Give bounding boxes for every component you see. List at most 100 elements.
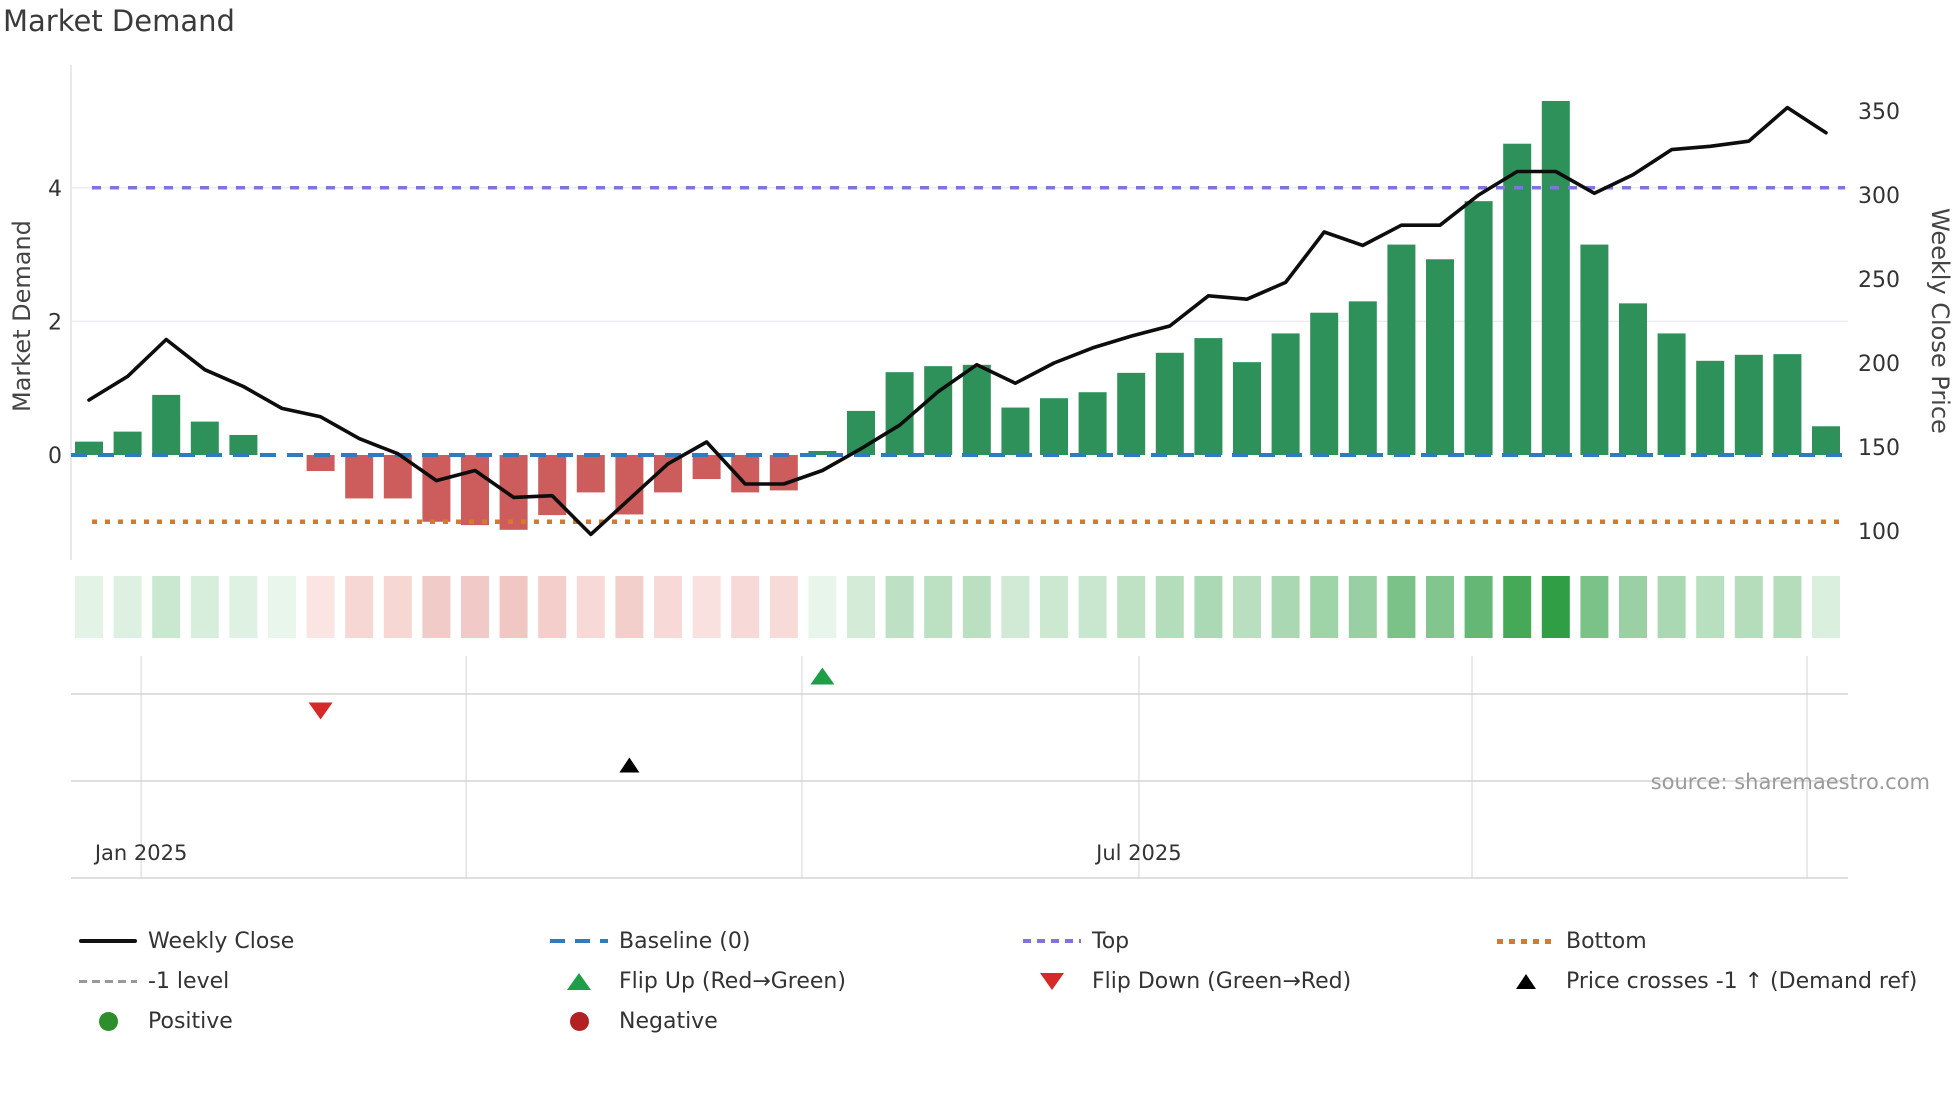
legend-label: Positive (148, 1008, 233, 1034)
demand-bar (152, 394, 181, 455)
demand-heatmap (75, 576, 1840, 638)
demand-bar (1040, 398, 1068, 455)
heatmap-cell (268, 576, 296, 638)
marker-panel (71, 656, 1848, 879)
price-axis-label: Weekly Close Price (1926, 208, 1954, 434)
demand-bar (1078, 392, 1107, 455)
heatmap-cell (1040, 576, 1068, 638)
demand-bar (1194, 338, 1223, 455)
positive-dot-icon (77, 1011, 139, 1031)
heatmap-cell (847, 576, 875, 638)
legend-item-price-cross: Price crosses -1 ↑ (Demand ref) (1495, 961, 1917, 1001)
heatmap-cell (1155, 576, 1184, 638)
demand-bar (1117, 372, 1146, 455)
demand-bar (306, 455, 335, 472)
x-tick-label: Jan 2025 (93, 841, 188, 865)
heatmap-cell (1387, 576, 1416, 638)
heatmap-cell (1734, 576, 1763, 638)
legend-label: Flip Up (Red→Green) (619, 968, 846, 994)
heatmap-cell (422, 576, 451, 638)
heatmap-cell (924, 576, 953, 638)
demand-bar (1503, 143, 1532, 455)
x-tick-label: Jul 2025 (1094, 841, 1181, 865)
demand-bar (1696, 360, 1725, 455)
legend-item-baseline: Baseline (0) (548, 921, 846, 961)
demand-bar (345, 455, 374, 499)
price-tick-label: 150 (1858, 436, 1900, 461)
legend-column-4: Bottom Price crosses -1 ↑ (Demand ref) (1495, 921, 1917, 1001)
heatmap-cell (1773, 576, 1802, 638)
price-cross-triangle-icon (1495, 973, 1557, 989)
legend-label: Negative (619, 1008, 718, 1034)
legend-item-top: Top (1021, 921, 1351, 961)
flip-down-triangle-icon (1021, 972, 1083, 990)
heatmap-cell (1541, 576, 1570, 638)
source-attribution: source: sharemaestro.com (1650, 770, 1930, 794)
minus1-dashed-line-icon (77, 979, 139, 983)
heatmap-cell (1812, 576, 1840, 638)
legend-label: Weekly Close (148, 928, 295, 954)
legend-label: Bottom (1566, 928, 1647, 954)
heatmap-cell (345, 576, 374, 638)
heatmap-cell (692, 576, 721, 638)
heatmap-cell (499, 576, 528, 638)
legend-label: -1 level (148, 968, 230, 994)
flip-down-marker (308, 702, 333, 720)
demand-bar (1233, 362, 1261, 455)
demand-bar (113, 431, 142, 455)
demand-bar (1387, 244, 1416, 455)
price-tick-label: 300 (1858, 184, 1900, 209)
heatmap-cell (113, 576, 142, 638)
demand-bar (190, 421, 219, 455)
heatmap-cell (1619, 576, 1647, 638)
heatmap-cell (1001, 576, 1030, 638)
baseline-dashed-line-icon (548, 939, 610, 943)
legend-item-positive: Positive (77, 1001, 294, 1041)
price-tick-label: 350 (1858, 100, 1900, 125)
heatmap-cell (808, 576, 837, 638)
heatmap-cell (190, 576, 219, 638)
legend-item-bottom: Bottom (1495, 921, 1917, 961)
heatmap-cell (383, 576, 412, 638)
price-tick-label: 250 (1858, 268, 1900, 293)
legend-column-2: Baseline (0) Flip Up (Red→Green) Negativ… (548, 921, 846, 1041)
heatmap-cell (1426, 576, 1454, 638)
legend-item-weekly-close: Weekly Close (77, 921, 294, 961)
heatmap-cell (1657, 576, 1686, 638)
demand-bar (808, 450, 837, 455)
heatmap-cell (1580, 576, 1609, 638)
bottom-dotted-line-icon (1495, 938, 1557, 944)
demand-bar (1001, 407, 1030, 455)
demand-axis-label: Market Demand (8, 220, 36, 412)
demand-bar (1271, 333, 1300, 455)
legend-item-minus1-level: -1 level (77, 961, 294, 1001)
weekly-close-line-icon (77, 939, 139, 943)
page-title: Market Demand (3, 4, 235, 38)
legend-label: Price crosses -1 ↑ (Demand ref) (1566, 968, 1918, 994)
heatmap-cell (731, 576, 760, 638)
demand-bar (692, 455, 721, 480)
heatmap-cell (1348, 576, 1377, 638)
flip-up-triangle-icon (548, 972, 610, 990)
heatmap-cell (1233, 576, 1261, 638)
demand-bar (1619, 303, 1647, 455)
heatmap-cell (615, 576, 644, 638)
demand-bar (1773, 354, 1802, 455)
heatmap-cell (1078, 576, 1107, 638)
demand-bar (1310, 312, 1339, 455)
heatmap-cell (654, 576, 682, 638)
demand-tick-label: 2 (48, 310, 62, 335)
heatmap-cell (962, 576, 991, 638)
heatmap-cell (1696, 576, 1725, 638)
heatmap-cell (769, 576, 798, 638)
heatmap-cell (1117, 576, 1146, 638)
event-markers (308, 667, 835, 773)
heatmap-cell (461, 576, 489, 638)
heatmap-cell (576, 576, 605, 638)
legend-item-flip-down: Flip Down (Green→Red) (1021, 961, 1351, 1001)
heatmap-cell (885, 576, 914, 638)
demand-bar (229, 434, 258, 455)
demand-bar (422, 455, 451, 522)
